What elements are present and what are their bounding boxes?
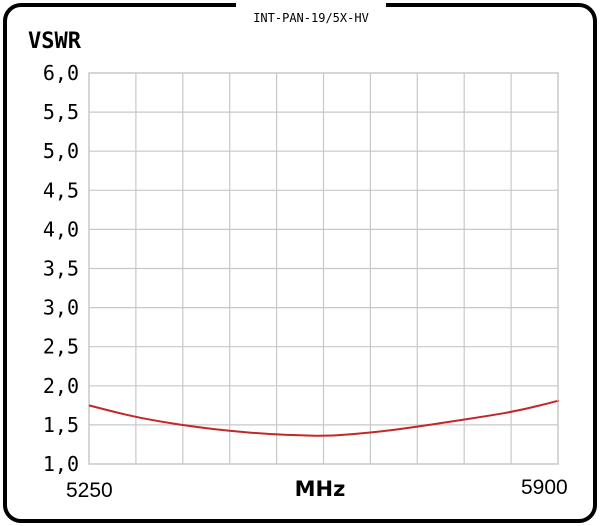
x-tick-label-max: 5900	[521, 476, 568, 499]
y-tick-label: 3,0	[43, 296, 79, 320]
y-tick-label: 5,5	[43, 100, 79, 124]
chart-frame	[3, 3, 597, 523]
y-tick-label: 4,5	[43, 178, 79, 202]
y-tick-label: 2,5	[43, 335, 79, 359]
y-tick-labels: 1,0 1,5 2,0 2,5 3,0 3,5 4,0 4,5 5,0 5,5 6,0	[43, 61, 79, 476]
y-tick-label: 4,0	[43, 217, 79, 241]
x-axis-title: MHz	[295, 477, 346, 501]
title-background	[236, 2, 386, 12]
y-tick-label: 6,0	[43, 61, 79, 85]
y-tick-label: 1,5	[43, 413, 79, 437]
x-tick-label-min: 5250	[66, 479, 113, 502]
y-tick-label: 2,0	[43, 374, 79, 398]
plot-area-border	[88, 72, 559, 465]
vertical-gridlines	[135, 73, 512, 464]
chart-title: INT-PAN-19/5X-HV	[253, 11, 369, 25]
y-axis-title: VSWR	[28, 29, 82, 54]
y-tick-label: 3,5	[43, 257, 79, 281]
horizontal-gridlines	[89, 111, 558, 426]
vswr-series-line	[88, 399, 560, 437]
y-tick-label: 5,0	[43, 139, 79, 163]
y-tick-label: 1,0	[43, 452, 79, 476]
